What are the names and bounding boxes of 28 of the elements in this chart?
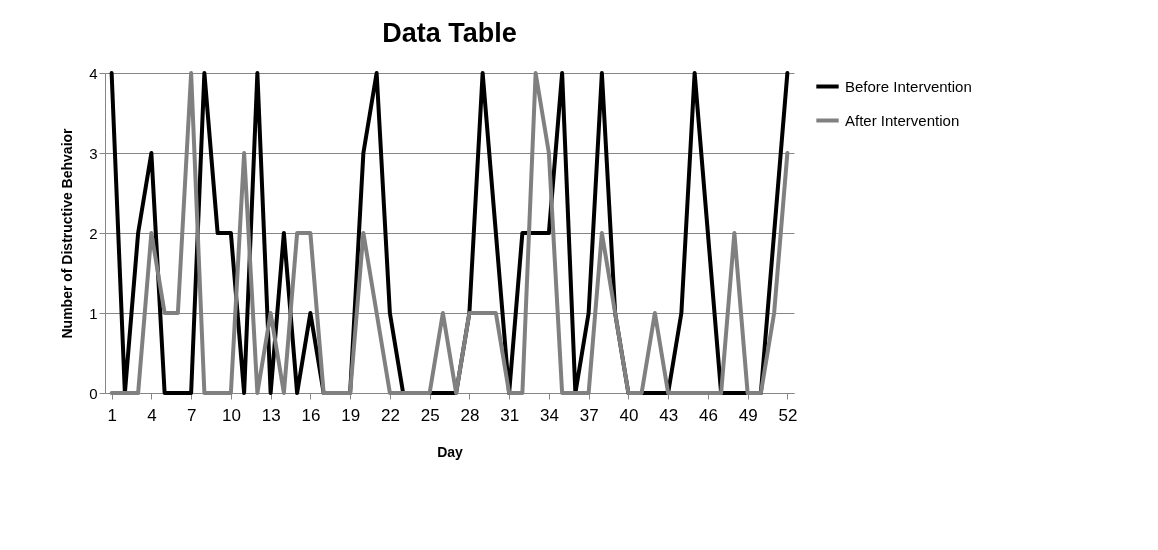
legend-label: Before Intervention <box>845 77 972 95</box>
y-tick-label: 4 <box>89 64 98 82</box>
x-tick-label: 4 <box>147 405 157 425</box>
x-tick-label: 52 <box>778 405 798 425</box>
x-tick-label: 25 <box>420 405 440 425</box>
legend-label: After Intervention <box>845 111 960 129</box>
x-tick-label: 22 <box>380 405 400 425</box>
x-tick-label: 49 <box>738 405 758 425</box>
x-tick-label: 13 <box>261 405 281 425</box>
x-tick-label: 7 <box>186 405 197 425</box>
x-tick-label: 1 <box>107 405 117 425</box>
x-tick-label: 34 <box>539 405 559 425</box>
x-tick-label: 37 <box>579 405 599 425</box>
y-tick-label: 1 <box>89 304 98 322</box>
x-tick-label: 31 <box>500 405 520 425</box>
x-tick-label: 10 <box>221 405 241 425</box>
y-tick-label: 2 <box>89 224 98 242</box>
x-tick-label: 46 <box>698 405 718 425</box>
x-tick-label: 16 <box>301 405 321 425</box>
x-axis-title: Day <box>437 443 464 460</box>
x-tick-label: 19 <box>341 405 361 425</box>
chart-title: Data Table <box>382 18 517 48</box>
x-tick-label: 40 <box>619 405 639 425</box>
y-tick-label: 3 <box>89 144 98 162</box>
y-tick-label: 0 <box>89 384 98 402</box>
x-tick-label: 28 <box>460 405 480 425</box>
y-axis-title: Number of Distructive Behvaior <box>59 127 76 339</box>
x-tick-label: 43 <box>659 405 679 425</box>
